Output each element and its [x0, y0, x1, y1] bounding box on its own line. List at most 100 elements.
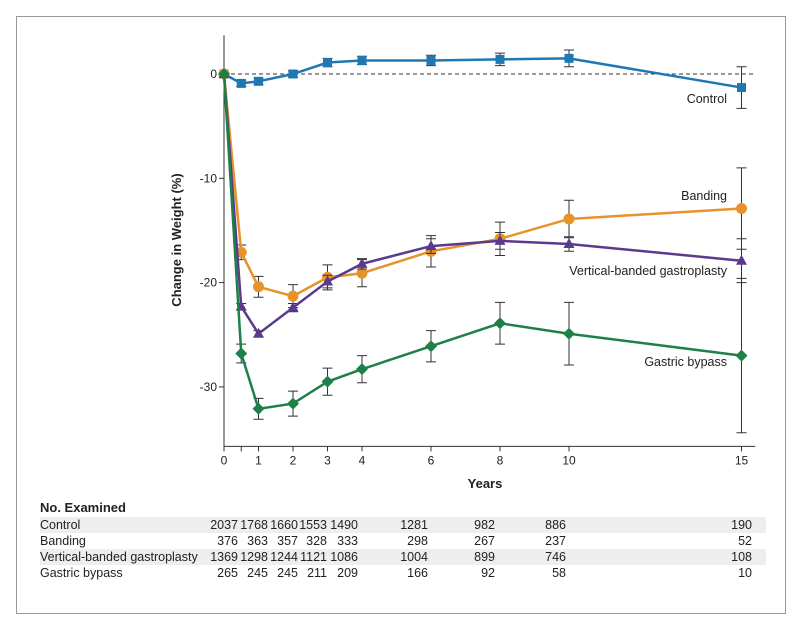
row-count: 1281	[400, 518, 428, 532]
row-count: 1490	[330, 518, 358, 532]
data-point-square	[737, 83, 746, 93]
data-point-diamond	[218, 68, 230, 80]
row-count: 245	[277, 566, 298, 580]
weight-change-chart: 0 -10 -20 -30 0 1 2 3 4 6 8 10 15 Change in Weight (…	[169, 35, 756, 491]
data-point-diamond	[321, 375, 334, 388]
row-count: 1004	[400, 550, 428, 564]
table-row: Vertical-banded gastroplasty 1369 1298 1244…	[40, 549, 766, 565]
data-point-circle	[563, 213, 575, 225]
row-count: 267	[474, 534, 495, 548]
data-point-diamond	[356, 363, 368, 376]
series-control	[219, 49, 747, 109]
row-label: Gastric bypass	[40, 566, 123, 580]
data-point-triangle	[287, 301, 299, 312]
row-count: 1244	[270, 550, 298, 564]
row-count: 363	[247, 534, 268, 548]
row-count: 982	[474, 518, 495, 532]
data-point-circle	[287, 290, 299, 302]
row-count: 376	[217, 534, 238, 548]
row-count: 1298	[240, 550, 268, 564]
row-count: 1369	[210, 550, 238, 564]
data-point-diamond	[425, 340, 437, 353]
row-count: 209	[337, 566, 358, 580]
data-point-triangle	[356, 257, 368, 268]
figure-border	[16, 16, 786, 614]
series-label-banding: Banding	[681, 189, 727, 203]
table-row: Gastric bypass 265 245 245 211 209 166 92 58 10	[40, 565, 766, 581]
row-count: 1121	[300, 550, 327, 564]
row-count: 166	[407, 566, 428, 580]
row-count: 2037	[210, 518, 238, 532]
series-line	[222, 73, 742, 411]
row-count: 1768	[240, 518, 268, 532]
data-point-diamond	[252, 402, 265, 415]
x-axis-label: Years	[468, 476, 503, 491]
row-label: Control	[40, 518, 81, 532]
row-count: 1086	[330, 550, 358, 564]
data-point-triangle	[563, 238, 575, 249]
data-point-square	[236, 78, 246, 88]
data-point-triangle	[425, 240, 437, 251]
data-point-circle	[253, 281, 264, 293]
y-tick-label: 0	[210, 67, 217, 81]
row-count: 211	[307, 566, 327, 580]
series-label-control: Control	[687, 92, 727, 106]
series-label-vbg: Vertical-banded gastroplasty	[569, 264, 727, 278]
data-point-square	[426, 55, 436, 65]
x-tick-label: 8	[497, 453, 504, 467]
row-count: 190	[731, 518, 752, 532]
row-count: 298	[407, 534, 428, 548]
x-tick-label: 10	[562, 453, 576, 467]
numbers-examined-table: No. Examined Control 2037 1768 1660 1553 1490…	[40, 500, 766, 581]
data-point-square	[323, 58, 332, 68]
row-count: 245	[247, 566, 268, 580]
data-point-diamond	[494, 317, 506, 330]
table-row: Banding 376 363 357 328 333 298 267 237 52	[40, 533, 766, 549]
data-point-diamond	[287, 397, 299, 410]
data-point-circle	[736, 203, 747, 215]
row-count: 237	[545, 534, 566, 548]
row-count: 746	[545, 550, 566, 564]
data-point-triangle	[322, 275, 333, 286]
y-tick-label: -30	[200, 380, 218, 394]
row-count: 886	[545, 518, 566, 532]
x-tick-label: 4	[359, 453, 366, 467]
row-count: 328	[306, 534, 327, 548]
series-line	[223, 57, 742, 89]
x-tick-label: 3	[324, 453, 331, 467]
row-count: 1553	[299, 518, 327, 532]
row-count: 92	[481, 566, 495, 580]
series-gastric-bypass	[218, 68, 748, 434]
row-count: 899	[474, 550, 495, 564]
data-point-square	[357, 55, 367, 65]
row-count: 333	[337, 534, 358, 548]
x-tick-label: 0	[221, 453, 228, 467]
row-count: 58	[552, 566, 566, 580]
x-tick-label: 1	[255, 453, 262, 467]
data-point-triangle	[736, 254, 747, 265]
y-tick-label: -10	[200, 171, 218, 185]
data-point-triangle	[253, 327, 264, 338]
row-label: Banding	[40, 534, 86, 548]
series-line	[222, 73, 742, 298]
data-point-diamond	[563, 327, 575, 340]
data-point-square	[288, 69, 298, 79]
series-line	[222, 73, 742, 336]
data-point-square	[495, 54, 505, 64]
data-point-square	[254, 76, 263, 86]
row-count: 357	[277, 534, 298, 548]
y-axis-label: Change in Weight (%)	[169, 173, 184, 306]
table-title: No. Examined	[40, 500, 126, 515]
data-point-square	[564, 53, 574, 63]
row-count: 1660	[270, 518, 298, 532]
data-point-diamond	[235, 347, 248, 360]
series-label-gastric-bypass: Gastric bypass	[644, 355, 727, 369]
x-tick-label: 6	[428, 453, 435, 467]
row-count: 108	[731, 550, 752, 564]
row-count: 10	[738, 566, 752, 580]
data-point-triangle	[494, 234, 506, 245]
x-tick-label: 15	[735, 453, 749, 467]
data-point-circle	[356, 267, 368, 279]
data-point-diamond	[735, 349, 748, 362]
